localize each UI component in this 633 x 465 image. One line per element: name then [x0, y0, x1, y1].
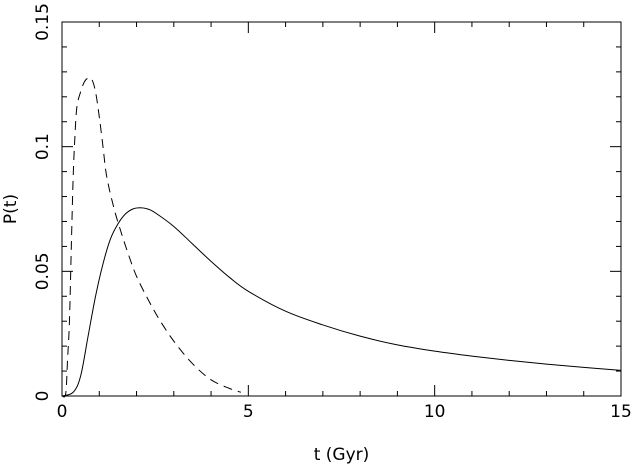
y-axis-label: P(t)	[1, 194, 21, 224]
plot-frame	[61, 21, 622, 397]
x-tick-label: 10	[424, 402, 446, 422]
x-tick-label: 15	[610, 402, 632, 422]
y-tick-label: 0	[33, 391, 53, 402]
series-layer	[61, 77, 622, 398]
x-tick-label: 5	[243, 402, 254, 422]
y-tick-label: 0.05	[33, 252, 53, 290]
y-tick-label: 0.15	[33, 3, 53, 41]
x-tick-label: 0	[57, 402, 68, 422]
axis-ticks	[61, 21, 622, 397]
y-tick-labels: 0 0.05 0.1 0.15	[33, 3, 53, 401]
x-tick-labels: 0 5 10 15	[57, 402, 632, 422]
solid-series-line	[61, 207, 622, 397]
dashed-series-line	[61, 77, 242, 398]
y-tick-label: 0.1	[33, 133, 53, 160]
x-axis-label: t (Gyr)	[314, 445, 370, 465]
